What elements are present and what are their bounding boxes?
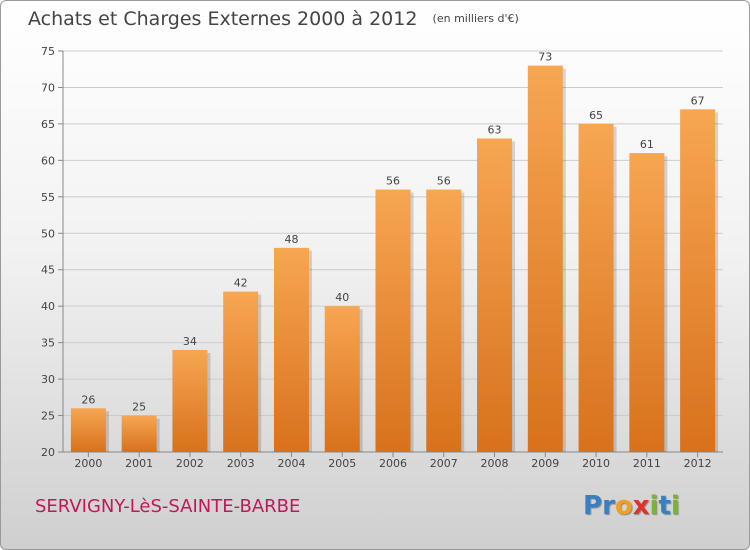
x-tick-label: 2007 <box>430 457 458 470</box>
x-tick-label: 2006 <box>379 457 407 470</box>
y-tick-label: 45 <box>41 264 55 277</box>
bar-value-label: 67 <box>691 94 705 107</box>
bar-value-label: 63 <box>488 123 502 136</box>
bar <box>70 408 106 452</box>
x-tick-label: 2001 <box>125 457 153 470</box>
x-tick-label: 2000 <box>74 457 102 470</box>
bar <box>629 153 665 452</box>
y-tick-label: 60 <box>41 154 55 167</box>
x-tick-label: 2011 <box>633 457 661 470</box>
y-tick-label: 75 <box>41 45 55 58</box>
x-tick-label: 2003 <box>227 457 255 470</box>
bar-value-label: 48 <box>284 233 298 246</box>
x-tick-label: 2005 <box>328 457 356 470</box>
y-tick-label: 35 <box>41 337 55 350</box>
y-tick-label: 30 <box>41 373 55 386</box>
x-tick-label: 2010 <box>582 457 610 470</box>
y-tick-label: 40 <box>41 300 55 313</box>
bar <box>578 123 614 452</box>
x-tick-label: 2012 <box>684 457 712 470</box>
y-tick-label: 65 <box>41 118 55 131</box>
y-tick-label: 55 <box>41 191 55 204</box>
y-tick-label: 25 <box>41 410 55 423</box>
bar <box>680 109 716 452</box>
y-tick-label: 70 <box>41 81 55 94</box>
logo-letter: i <box>649 491 659 521</box>
bar-value-label: 61 <box>640 138 654 151</box>
bar <box>527 65 563 452</box>
location-name: SERVIGNY-LèS-SAINTE-BARBE <box>35 496 301 517</box>
bar <box>324 306 360 452</box>
bar-value-label: 26 <box>81 393 95 406</box>
chart-unit: (en milliers d'€) <box>432 12 519 25</box>
logo-letter: o <box>614 491 633 521</box>
logo-letter: P <box>583 491 603 521</box>
y-tick-label: 50 <box>41 227 55 240</box>
chart-title-block: Achats et Charges Externes 2000 à 2012 (… <box>28 8 519 30</box>
logo-letter: t <box>658 491 671 521</box>
x-tick-label: 2004 <box>277 457 305 470</box>
bar <box>375 189 411 452</box>
bar <box>223 291 259 452</box>
logo-letter: i <box>670 491 680 521</box>
bar-value-label: 73 <box>538 51 552 64</box>
x-tick-label: 2009 <box>531 457 559 470</box>
bar <box>172 349 208 452</box>
bar <box>426 189 462 452</box>
x-tick-label: 2008 <box>481 457 509 470</box>
bar-value-label: 56 <box>437 175 451 188</box>
y-tick-label: 20 <box>41 446 55 459</box>
bar-value-label: 42 <box>234 277 248 290</box>
x-tick-label: 2002 <box>176 457 204 470</box>
bar <box>121 415 157 452</box>
bar-value-label: 65 <box>589 109 603 122</box>
logo-letter: x <box>632 491 650 521</box>
bar-value-label: 34 <box>183 335 197 348</box>
chart-title: Achats et Charges Externes 2000 à 2012 <box>28 8 418 30</box>
bar <box>477 138 513 452</box>
bar <box>273 247 309 452</box>
bar-value-label: 56 <box>386 175 400 188</box>
bar-value-label: 25 <box>132 401 146 414</box>
bar-value-label: 40 <box>335 291 349 304</box>
logo-letter: r <box>602 491 615 521</box>
proxiti-logo: Proxiti <box>583 491 680 521</box>
